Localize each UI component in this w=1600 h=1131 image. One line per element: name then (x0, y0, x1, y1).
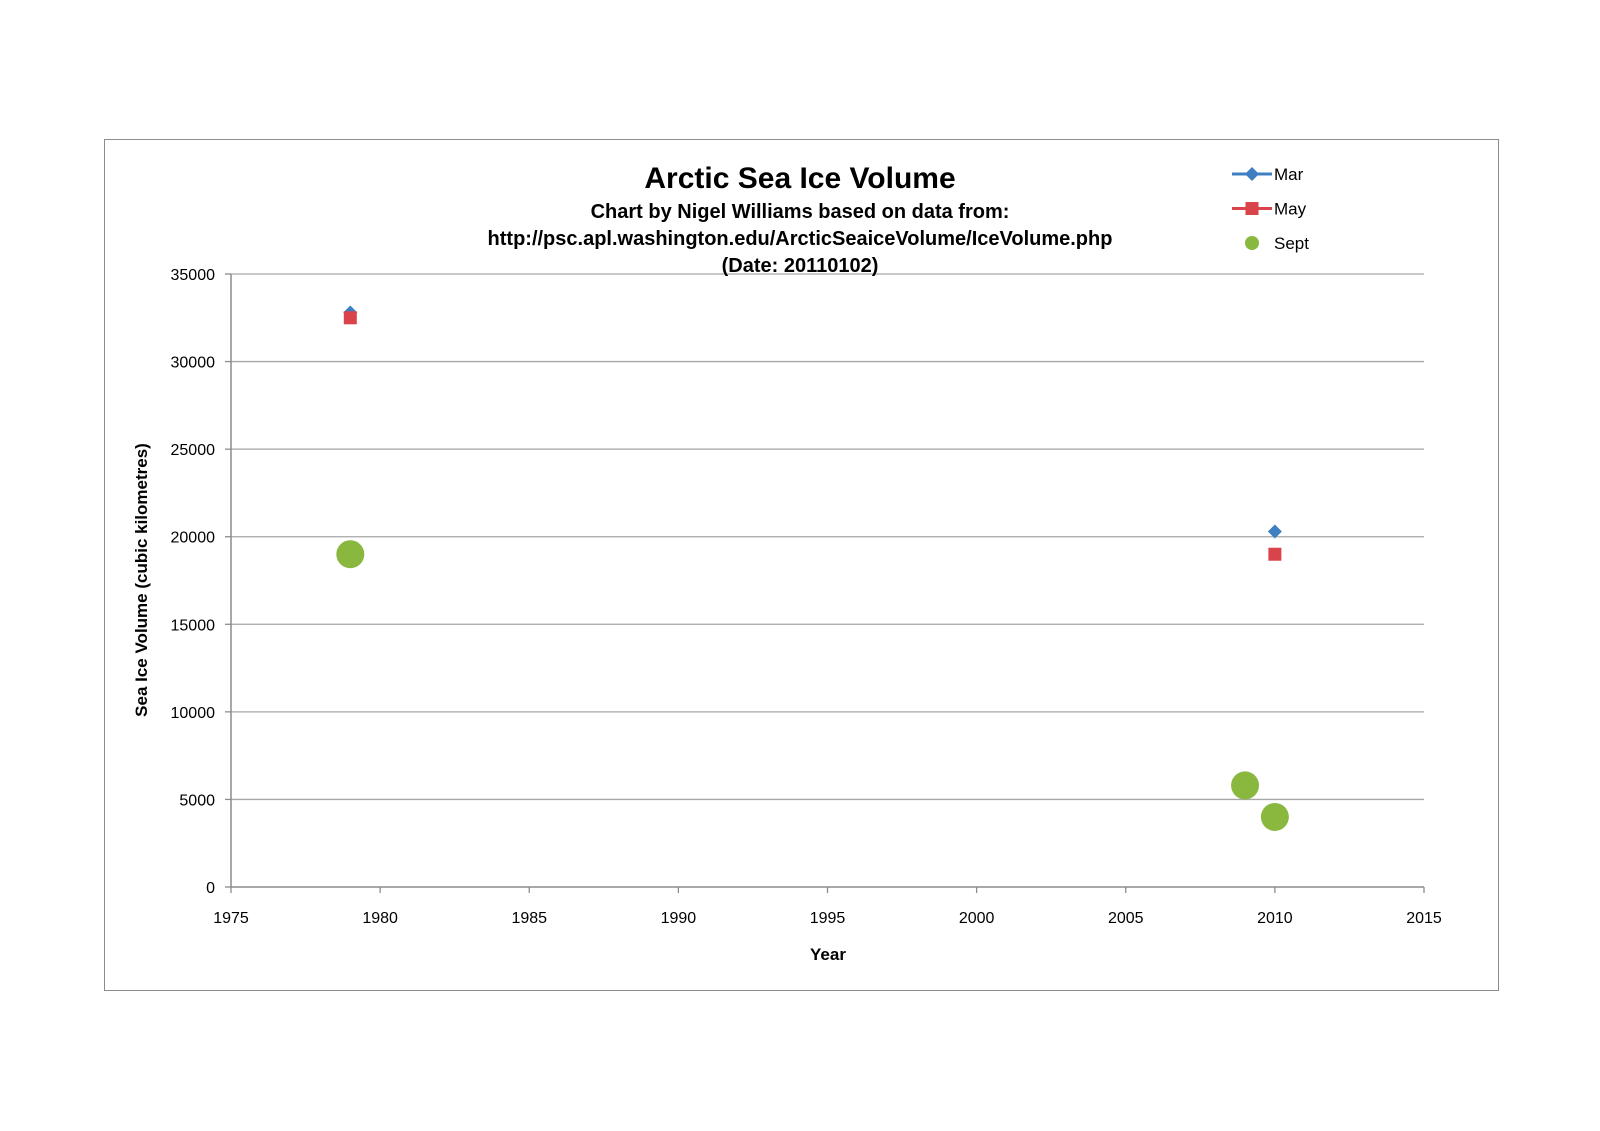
x-tick-label: 1985 (511, 910, 547, 927)
y-tick-label: 25000 (171, 442, 216, 459)
legend-label-mar: Mar (1274, 165, 1304, 184)
x-tick-label: 2010 (1257, 910, 1293, 927)
data-point-sept (1231, 771, 1260, 800)
data-point-sept (336, 540, 365, 569)
chart-title: Arctic Sea Ice Volume (644, 162, 955, 195)
x-tick-label: 1975 (213, 910, 249, 927)
chart-subtitle-line-2: http://psc.apl.washington.edu/ArcticSeai… (488, 228, 1113, 250)
legend-marker-mar (1245, 167, 1259, 181)
y-tick-label: 20000 (171, 530, 216, 547)
chart-subtitle-line-1: Chart by Nigel Williams based on data fr… (591, 201, 1010, 223)
chart-subtitle-line-3: (Date: 20110102) (722, 255, 879, 277)
legend-label-sept: Sept (1274, 234, 1309, 253)
chart-frame (104, 139, 1499, 991)
x-tick-label: 2000 (959, 910, 995, 927)
y-axis-title: Sea Ice Volume (cubic kilometres) (132, 443, 151, 717)
data-markers (336, 305, 1289, 831)
y-tick-labels: 0 5000 10000 15000 20000 25000 30000 35000 (171, 267, 216, 897)
data-point-may (343, 311, 357, 325)
y-tick-label: 30000 (171, 355, 216, 372)
data-point-sept (1260, 802, 1289, 831)
x-tick-label: 1990 (661, 910, 697, 927)
x-tick-label: 1980 (362, 910, 398, 927)
x-tick-label: 2015 (1406, 910, 1442, 927)
y-tick-label: 15000 (171, 617, 216, 634)
x-tick-labels: 1975 1980 1985 1990 1995 2000 2005 2010 2015 (213, 910, 1442, 927)
gridlines (231, 273, 1424, 801)
y-tick-label: 10000 (171, 705, 216, 722)
legend-marker-may (1245, 202, 1259, 215)
data-point-mar (1267, 524, 1282, 539)
x-tick-label: 2005 (1108, 910, 1144, 927)
legend: Mar May Sept (1232, 165, 1309, 253)
legend-marker-sept (1245, 236, 1259, 250)
legend-label-may: May (1274, 200, 1307, 219)
axes (225, 273, 1425, 893)
x-axis-title: Year (810, 945, 846, 964)
data-point-may (1268, 547, 1282, 561)
y-tick-label: 35000 (171, 267, 216, 284)
x-tick-label: 1995 (810, 910, 846, 927)
y-tick-label: 0 (206, 880, 215, 897)
y-tick-label: 5000 (179, 792, 215, 809)
